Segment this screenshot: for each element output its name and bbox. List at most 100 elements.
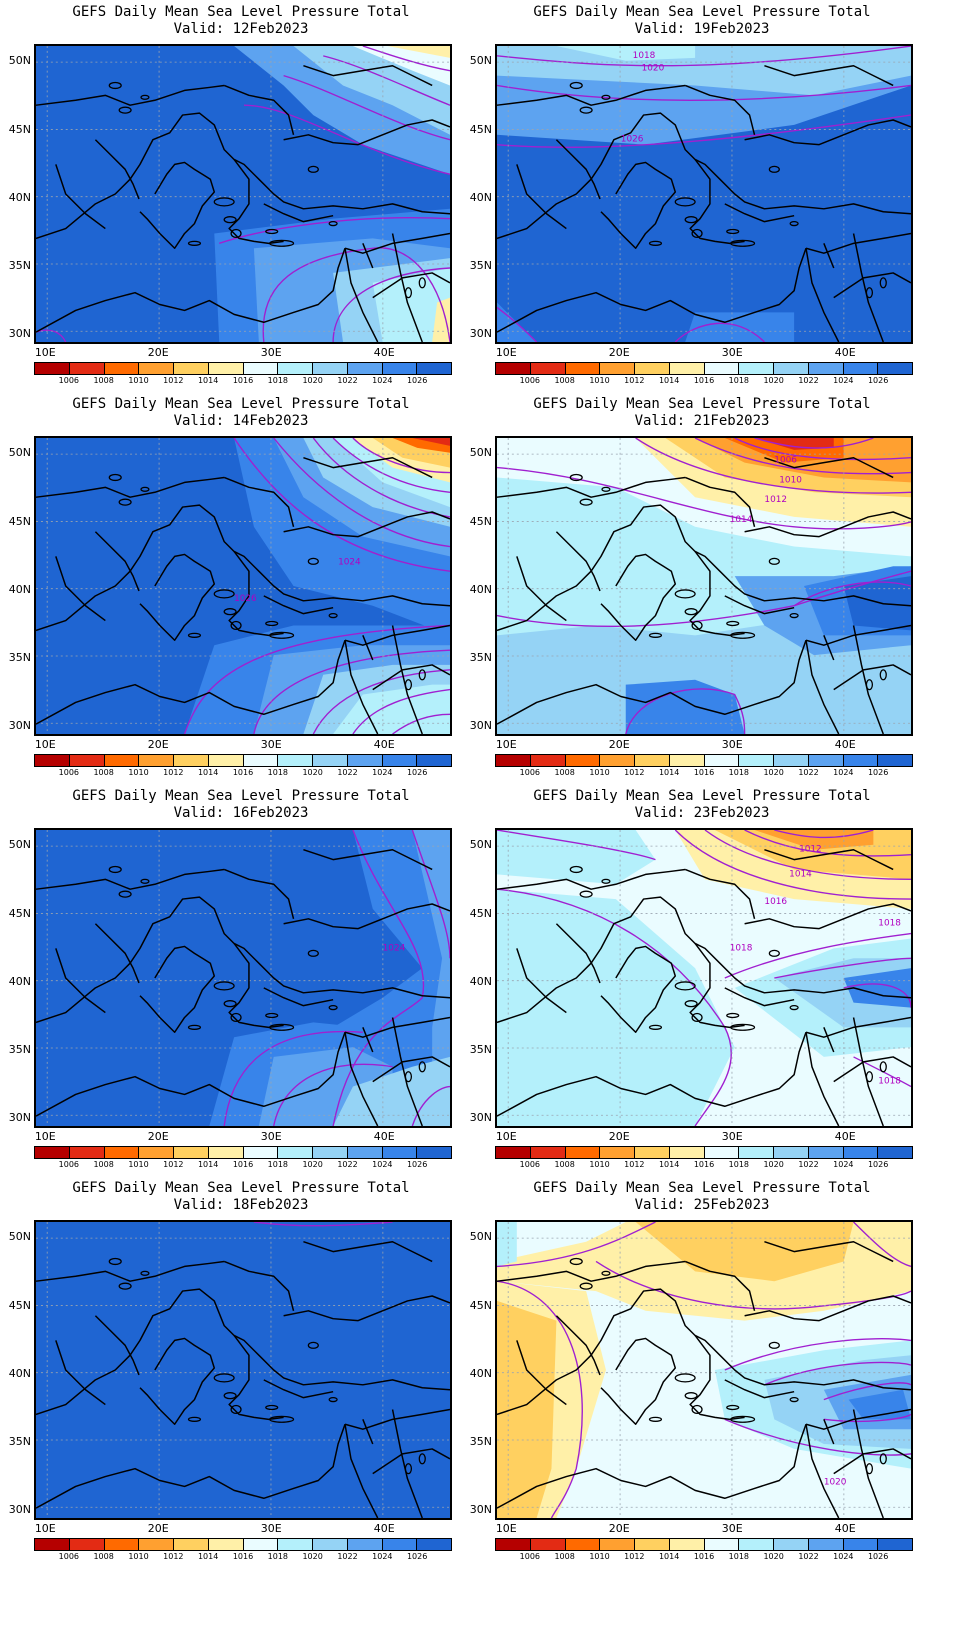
- island-outline: [730, 1023, 756, 1031]
- colorbar-label: 1020: [763, 1552, 784, 1561]
- coastline: [805, 1424, 840, 1518]
- colorbar-swatch: [104, 1147, 140, 1158]
- colorbar-label: 1022: [337, 1552, 358, 1561]
- colorbar-label: 1022: [798, 1160, 819, 1169]
- colorbar-swatch: [565, 755, 601, 766]
- colorbar-swatch: [208, 1539, 244, 1550]
- pressure-fill: [635, 1222, 854, 1282]
- colorbar-swatch: [878, 363, 912, 374]
- colorbar-label: 1006: [519, 768, 540, 777]
- coastline: [724, 203, 795, 223]
- island-outline: [789, 1004, 799, 1011]
- coastline: [362, 243, 374, 269]
- colorbar-label: 1006: [519, 376, 540, 385]
- island-outline: [404, 287, 413, 299]
- panel-title: GEFS Daily Mean Sea Level Pressure Total: [533, 788, 871, 804]
- colorbar-swatch: [739, 1539, 774, 1550]
- island-outline: [265, 228, 279, 235]
- isobar-line: [724, 1338, 911, 1371]
- colorbar-swatch: [174, 755, 209, 766]
- pressure-fill: [685, 312, 795, 342]
- colorbar: [34, 754, 452, 767]
- coastline: [497, 248, 807, 333]
- island-outline: [328, 1396, 338, 1403]
- colorbar-label: 1016: [232, 376, 254, 385]
- colorbar: [34, 362, 452, 375]
- pressure-fill: [333, 684, 450, 734]
- panel-title: GEFS Daily Mean Sea Level Pressure Total: [533, 4, 871, 20]
- colorbar-label: 1014: [658, 376, 680, 385]
- island-outline: [307, 1341, 319, 1349]
- island-outline: [674, 1373, 696, 1383]
- coastline: [36, 1288, 450, 1416]
- island-outline: [569, 1257, 583, 1266]
- coastline: [36, 1260, 225, 1282]
- coastline: [852, 1017, 884, 1126]
- isobar-line: [183, 624, 450, 734]
- isobar-line: [497, 888, 732, 1126]
- coastline: [36, 640, 346, 725]
- colorbar-label: 1022: [798, 1552, 819, 1561]
- colorbar-swatch: [739, 755, 774, 766]
- colorbar-swatch: [704, 363, 740, 374]
- coastline: [55, 556, 106, 622]
- colorbar-label: 1026: [406, 768, 428, 777]
- coastline: [303, 64, 433, 87]
- coastline: [344, 1424, 379, 1518]
- colorbar-swatch: [313, 1147, 348, 1158]
- island-outline: [691, 620, 703, 631]
- coastline: [223, 476, 295, 527]
- coastline: [555, 1315, 601, 1376]
- island-outline: [118, 1282, 132, 1290]
- coastline: [497, 1260, 686, 1282]
- colorbar-label: 1012: [163, 1552, 184, 1561]
- isobar-line: [724, 1418, 911, 1456]
- coastline: [55, 948, 106, 1014]
- map-panel: GEFS Daily Mean Sea Level Pressure Total…: [461, 784, 943, 1194]
- pressure-fill: [843, 968, 911, 1008]
- isobar-label: 1012: [799, 845, 822, 855]
- longitude-label: 10E: [495, 1522, 517, 1535]
- colorbar-swatch: [382, 755, 418, 766]
- coastline: [263, 595, 334, 615]
- longitude-label: 40E: [373, 738, 395, 751]
- colorbar-swatch: [878, 755, 912, 766]
- coastline: [94, 139, 140, 200]
- isobar-label: 1026: [621, 135, 644, 145]
- coastline: [139, 1337, 216, 1426]
- longitude-label: 30E: [721, 738, 743, 751]
- colorbar-swatch: [417, 1147, 451, 1158]
- coastline: [833, 1448, 911, 1475]
- colorbar-label: 1022: [798, 376, 819, 385]
- longitude-label: 40E: [373, 346, 395, 359]
- colorbar-label: 1016: [693, 376, 715, 385]
- coastline: [362, 635, 374, 661]
- coastline: [764, 64, 894, 87]
- colorbar-label: 1010: [128, 768, 149, 777]
- pressure-fill: [497, 1300, 557, 1518]
- coastline: [833, 1056, 911, 1083]
- colorbar-swatch: [600, 1539, 635, 1550]
- longitude-label: 20E: [608, 738, 630, 751]
- colorbar-swatch: [808, 363, 844, 374]
- coastline: [497, 1288, 911, 1416]
- coastline: [283, 903, 450, 930]
- island-outline: [579, 1282, 593, 1290]
- coastline: [263, 203, 334, 223]
- island-outline: [269, 1415, 295, 1423]
- coastline: [823, 1419, 835, 1445]
- coastline: [689, 159, 745, 245]
- latitude-label: 45N: [469, 906, 492, 920]
- longitude-label: 40E: [834, 346, 856, 359]
- colorbar-swatch: [35, 755, 70, 766]
- coastline: [555, 923, 601, 984]
- colorbar-swatch: [174, 1147, 209, 1158]
- latitude-label: 40N: [8, 974, 31, 988]
- latitude-label: 45N: [8, 514, 31, 528]
- island-outline: [684, 608, 698, 616]
- island-outline: [674, 197, 696, 207]
- coastline: [764, 1240, 894, 1263]
- island-outline: [230, 228, 242, 239]
- island-outline: [865, 1071, 874, 1083]
- pressure-map: 1024: [34, 828, 452, 1128]
